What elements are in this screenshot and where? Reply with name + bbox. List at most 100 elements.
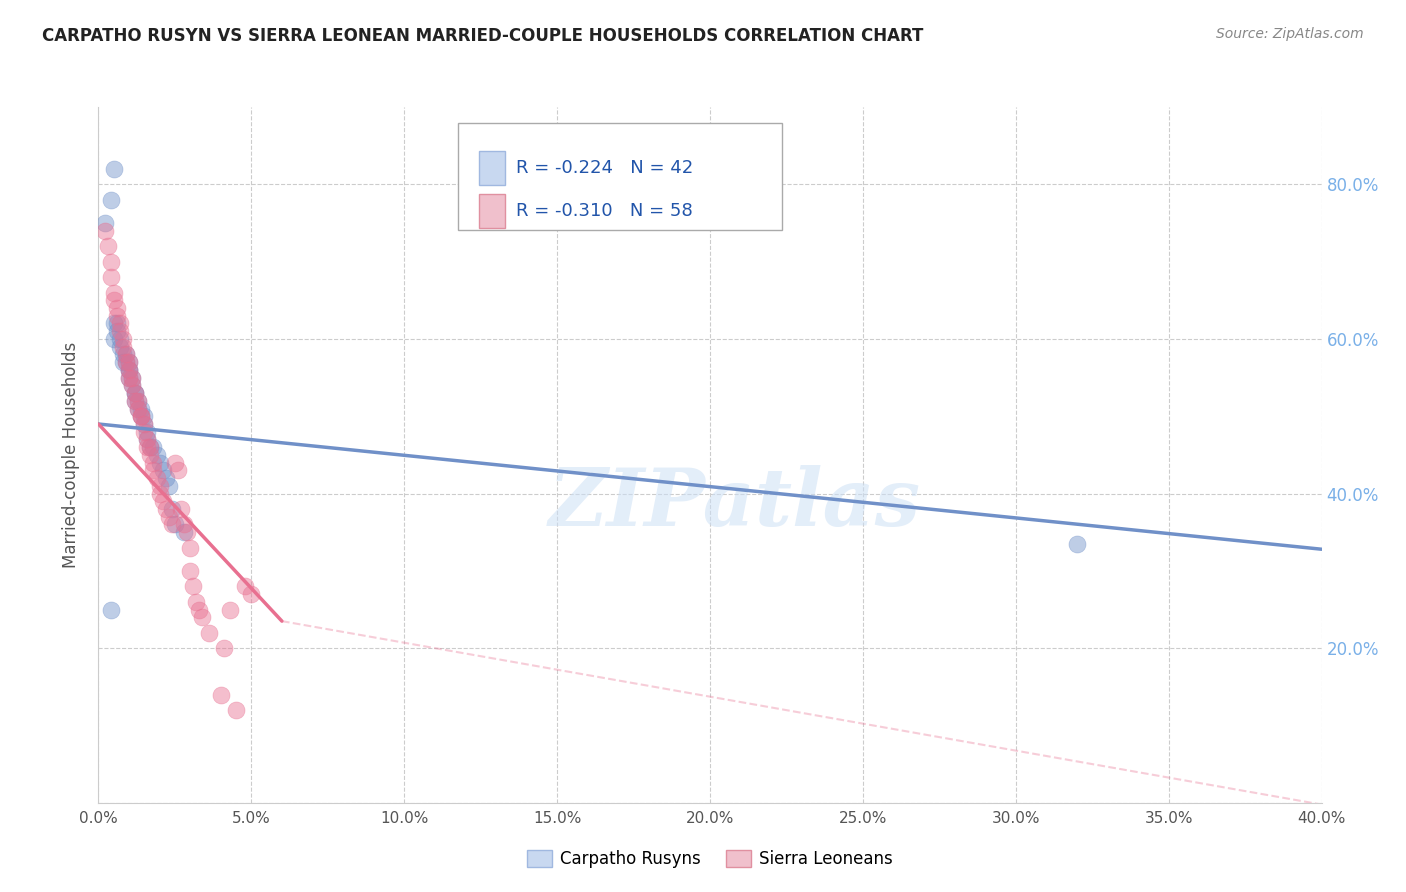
- Point: [127, 393, 149, 408]
- Point: [108, 340, 131, 354]
- Point: [142, 456, 165, 470]
- Text: CARPATHO RUSYN VS SIERRA LEONEAN MARRIED-COUPLE HOUSEHOLDS CORRELATION CHART: CARPATHO RUSYN VS SIERRA LEONEAN MARRIED…: [42, 27, 924, 45]
- Point: [100, 254, 122, 268]
- Point: [134, 417, 156, 431]
- Point: [118, 363, 141, 377]
- Point: [136, 433, 159, 447]
- Point: [157, 479, 180, 493]
- Point: [155, 502, 177, 516]
- Point: [111, 340, 134, 354]
- Point: [145, 471, 167, 485]
- Point: [127, 401, 149, 416]
- Text: ZIPatlas: ZIPatlas: [548, 465, 921, 542]
- Point: [142, 463, 165, 477]
- Point: [152, 494, 174, 508]
- Point: [97, 239, 120, 253]
- Point: [149, 479, 172, 493]
- Point: [139, 440, 162, 454]
- Point: [129, 409, 152, 424]
- Point: [118, 355, 141, 369]
- Point: [179, 541, 201, 555]
- Point: [108, 317, 131, 331]
- Point: [124, 386, 146, 401]
- Point: [124, 386, 146, 401]
- Point: [111, 347, 134, 361]
- Point: [100, 602, 122, 616]
- Point: [115, 347, 138, 361]
- Point: [115, 355, 138, 369]
- Point: [197, 625, 219, 640]
- Point: [124, 393, 146, 408]
- Point: [105, 309, 128, 323]
- Point: [108, 332, 131, 346]
- Point: [209, 688, 232, 702]
- Point: [179, 564, 201, 578]
- Point: [124, 393, 146, 408]
- Point: [118, 370, 141, 384]
- Point: [118, 355, 141, 369]
- Y-axis label: Married-couple Households: Married-couple Households: [62, 342, 80, 568]
- Point: [136, 433, 159, 447]
- Point: [103, 285, 125, 300]
- Point: [181, 579, 204, 593]
- Point: [170, 502, 193, 516]
- Point: [108, 324, 131, 338]
- Legend: Carpatho Rusyns, Sierra Leoneans: Carpatho Rusyns, Sierra Leoneans: [520, 843, 900, 874]
- Point: [103, 293, 125, 308]
- Point: [121, 378, 143, 392]
- Point: [118, 363, 141, 377]
- Point: [157, 509, 180, 524]
- Point: [233, 579, 256, 593]
- Text: Source: ZipAtlas.com: Source: ZipAtlas.com: [1216, 27, 1364, 41]
- Point: [134, 409, 156, 424]
- Point: [142, 440, 165, 454]
- Point: [121, 378, 143, 392]
- Point: [149, 486, 172, 500]
- Point: [225, 703, 247, 717]
- Point: [163, 456, 186, 470]
- Point: [93, 224, 115, 238]
- Point: [100, 270, 122, 285]
- Point: [136, 440, 159, 454]
- Point: [212, 641, 235, 656]
- Point: [149, 456, 172, 470]
- Point: [219, 602, 242, 616]
- Point: [191, 610, 214, 624]
- Point: [173, 525, 195, 540]
- Point: [134, 425, 156, 439]
- Point: [127, 401, 149, 416]
- Point: [105, 324, 128, 338]
- Point: [129, 401, 152, 416]
- Point: [121, 370, 143, 384]
- Point: [155, 471, 177, 485]
- Point: [167, 463, 190, 477]
- Point: [118, 363, 141, 377]
- Point: [160, 502, 183, 516]
- Point: [103, 161, 125, 176]
- Point: [115, 347, 138, 361]
- Point: [105, 301, 128, 315]
- Point: [240, 587, 263, 601]
- Point: [188, 602, 211, 616]
- Point: [100, 193, 122, 207]
- Point: [127, 393, 149, 408]
- Point: [160, 517, 183, 532]
- Point: [145, 448, 167, 462]
- Point: [103, 317, 125, 331]
- Point: [105, 317, 128, 331]
- Point: [152, 463, 174, 477]
- Point: [111, 332, 134, 346]
- Point: [163, 517, 186, 532]
- Text: R = -0.310   N = 58: R = -0.310 N = 58: [516, 202, 693, 219]
- Point: [111, 355, 134, 369]
- Point: [115, 355, 138, 369]
- Point: [139, 440, 162, 454]
- Point: [173, 517, 195, 532]
- Point: [136, 425, 159, 439]
- Point: [134, 417, 156, 431]
- Point: [93, 216, 115, 230]
- Point: [121, 370, 143, 384]
- Point: [129, 409, 152, 424]
- Point: [186, 595, 208, 609]
- Point: [118, 370, 141, 384]
